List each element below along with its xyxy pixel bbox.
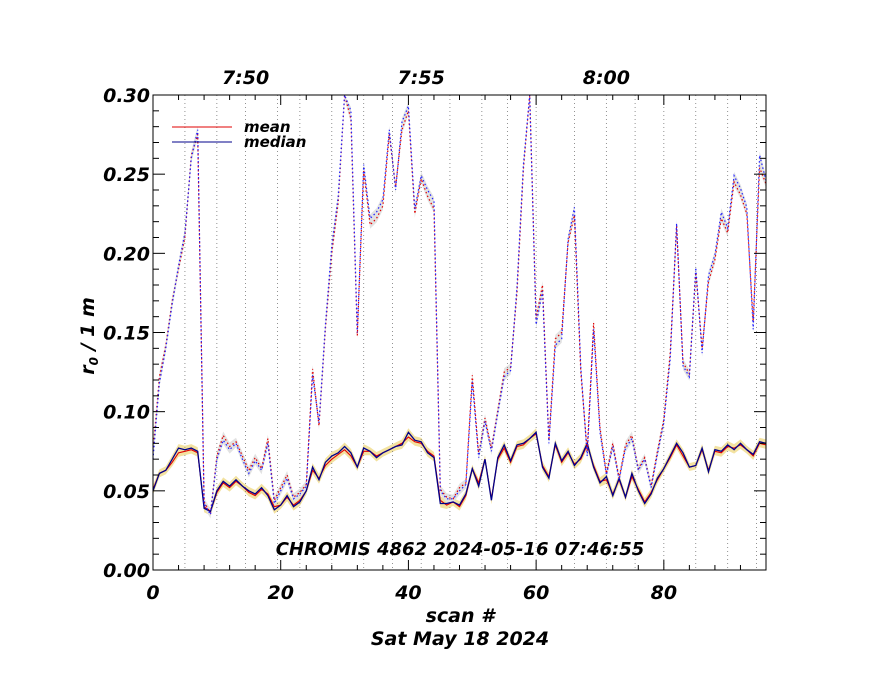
y-tick-label-4: 0.20 [103,243,150,265]
y-tick-label-1: 0.05 [103,481,150,503]
time-label-2: 8:00 [583,67,630,89]
x-tick-label-1: 20 [267,582,293,604]
x-tick-label-2: 40 [394,582,421,604]
legend-label-median: median [244,133,306,151]
legend-label-mean: mean [244,118,291,136]
x-axis-date-label: Sat May 18 2024 [371,628,549,650]
x-tick-label-3: 60 [523,582,549,604]
legend: mean median [172,118,306,151]
tick-labels: 0 20 40 60 80 0.00 0.05 0.10 0.15 0.20 0.25 0.30 [103,85,677,604]
y-tick-label-6: 0.30 [103,85,150,107]
y-tick-label-0: 0.00 [103,560,150,582]
y-axis-label: r0 / 1 m [77,297,101,375]
series-line-3 [152,94,767,517]
y-tick-label-2: 0.10 [103,402,150,424]
chart-annotation: CHROMIS 4862 2024-05-16 07:46:55 [276,539,645,560]
series-line-2 [152,94,767,515]
axis-ticks [152,94,767,571]
y-tick-label-5: 0.25 [103,164,150,186]
x-tick-label-4: 80 [651,582,677,604]
x-tick-label-0: 0 [146,582,159,604]
series-lines [152,94,767,517]
time-label-1: 7:55 [398,67,445,89]
x-axis-label: scan # [426,605,497,627]
time-labels: 7:50 7:55 8:00 [222,67,630,89]
time-label-0: 7:50 [222,67,269,89]
upper-band [153,95,766,519]
series-line-1 [152,430,767,513]
y-tick-label-3: 0.15 [103,323,150,345]
